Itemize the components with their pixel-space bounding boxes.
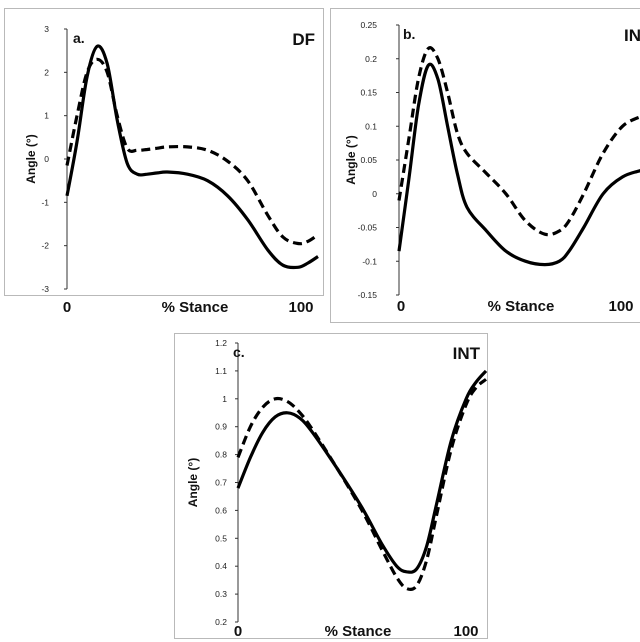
y-tick-label: 0.6 <box>215 505 227 515</box>
x-axis-label: % Stance <box>325 623 392 640</box>
y-tick-label: 0.15 <box>360 88 377 98</box>
x-tick-label: 100 <box>288 299 313 316</box>
y-tick-label: 0.8 <box>215 450 227 460</box>
y-tick-label: 1.1 <box>215 366 227 376</box>
dashed-series-line <box>236 378 488 592</box>
y-axis-label: Angle (°) <box>344 135 358 184</box>
y-tick-label: 3 <box>44 24 49 34</box>
y-tick-label: 0.9 <box>215 422 227 432</box>
y-tick-label: 0.2 <box>365 54 377 64</box>
y-axis-label: Angle (°) <box>186 458 200 507</box>
x-tick-label: 100 <box>608 298 633 315</box>
y-tick-label: -2 <box>41 241 49 251</box>
y-tick-label: 0.3 <box>215 589 227 599</box>
y-tick-label: 0.5 <box>215 533 227 543</box>
panel-a-df: 3 2 1 0 -1 -2 -3 Angle (°) 0 100 % Stance a. DF <box>4 8 324 316</box>
solid-series-line <box>236 369 488 574</box>
chart-c-svg: 1.2 1.1 1 0.9 0.8 0.7 0.6 0.5 0.4 0.3 0.2 Angle (°)… <box>186 338 488 640</box>
x-tick-label: 0 <box>63 299 71 316</box>
x-axis-label: % Stance <box>162 299 229 316</box>
y-tick-label: -0.05 <box>358 223 378 233</box>
x-tick-label: 0 <box>397 298 405 315</box>
solid-series-line <box>65 44 319 270</box>
dashed-series-line <box>65 57 319 246</box>
panel-c-int: 1.2 1.1 1 0.9 0.8 0.7 0.6 0.5 0.4 0.3 0.2 Angle (°)… <box>174 333 488 640</box>
y-tick-label: -3 <box>41 284 49 294</box>
y-tick-label: 0.4 <box>215 561 227 571</box>
solid-series-line <box>397 62 640 267</box>
y-axis-label: Angle (°) <box>24 134 38 183</box>
y-tick-label: 2 <box>44 67 49 77</box>
y-tick-label: 1 <box>44 111 49 121</box>
chart-b-svg: 0.25 0.2 0.15 0.1 0.05 0 -0.05 -0.1 -0.15 Angle (… <box>344 20 640 315</box>
panel-b-in: 0.25 0.2 0.15 0.1 0.05 0 -0.05 -0.1 -0.15 Angle (… <box>330 8 640 323</box>
panel-letter: c. <box>233 344 245 360</box>
y-tick-label: -1 <box>41 197 49 207</box>
y-tick-label: 0.1 <box>365 121 377 131</box>
y-tick-label: -0.15 <box>358 290 378 300</box>
panel-title: INT <box>453 344 481 363</box>
x-axis-label: % Stance <box>488 298 555 315</box>
panel-letter: a. <box>73 30 85 46</box>
y-tick-label: 0.7 <box>215 478 227 488</box>
y-tick-label: 1 <box>222 394 227 404</box>
dashed-series-line <box>397 46 640 237</box>
y-tick-label: 0 <box>372 189 377 199</box>
panel-title: IN <box>624 26 640 45</box>
y-tick-label: 1.2 <box>215 338 227 348</box>
panel-letter: b. <box>403 26 415 42</box>
y-tick-label: -0.1 <box>362 256 377 266</box>
y-tick-label: 0.05 <box>360 155 377 165</box>
y-tick-label: 0.2 <box>215 617 227 627</box>
x-tick-label: 0 <box>234 623 242 640</box>
y-tick-label: 0.25 <box>360 20 377 30</box>
chart-a-svg: 3 2 1 0 -1 -2 -3 Angle (°) 0 100 % Stance a. DF <box>24 24 319 316</box>
panel-title: DF <box>292 30 315 49</box>
y-tick-label: 0 <box>44 154 49 164</box>
x-tick-label: 100 <box>453 623 478 640</box>
